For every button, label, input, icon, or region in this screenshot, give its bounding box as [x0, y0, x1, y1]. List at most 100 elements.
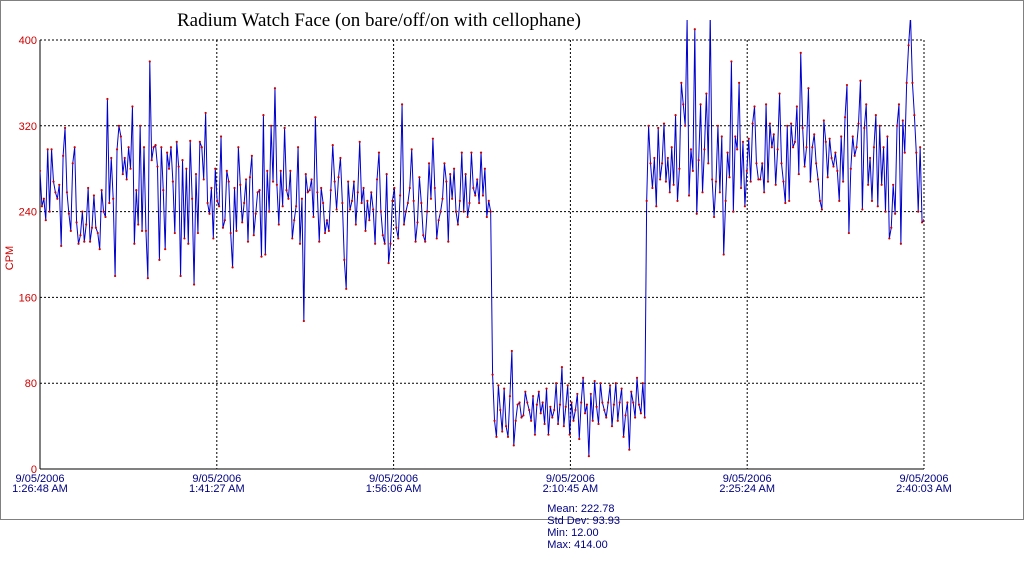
data-point: [759, 178, 762, 181]
data-point: [221, 226, 225, 229]
data-point: [784, 201, 787, 205]
data-point: [406, 201, 409, 205]
data-point: [381, 234, 384, 237]
data-point: [229, 231, 232, 235]
data-point: [291, 237, 294, 240]
data-point: [718, 191, 721, 194]
data-point: [179, 274, 182, 278]
data-point: [306, 191, 309, 194]
data-point: [96, 231, 99, 235]
data-point: [607, 401, 610, 404]
data-point: [285, 189, 288, 192]
data-point: [173, 231, 176, 235]
y-tick-label: 240: [19, 207, 37, 219]
data-point: [587, 455, 590, 458]
data-point: [451, 197, 454, 200]
data-point: [433, 186, 436, 190]
x-tick-label-time: 2:40:03 AM: [896, 483, 952, 495]
x-tick-label-date: 9/05/2006: [546, 473, 595, 485]
data-point: [422, 234, 425, 237]
data-point: [741, 140, 745, 143]
data-point: [641, 382, 644, 385]
data-point: [526, 401, 529, 404]
data-point: [504, 425, 508, 428]
data-point: [711, 178, 714, 181]
data-point: [709, 12, 711, 14]
data-point: [456, 223, 460, 226]
x-tick-label-date: 9/05/2006: [723, 473, 772, 485]
data-point: [909, 15, 911, 17]
data-point: [585, 403, 589, 406]
data-point: [225, 169, 228, 172]
data-point: [208, 212, 211, 215]
data-point: [847, 231, 850, 235]
data-point: [146, 276, 149, 280]
data-point: [166, 151, 169, 154]
data-point: [689, 148, 693, 151]
data-point: [88, 240, 92, 243]
data-point: [659, 178, 662, 181]
data-point: [849, 167, 852, 170]
data-point: [345, 287, 348, 290]
data-point: [164, 248, 167, 251]
data-point: [333, 180, 336, 183]
data-point: [655, 205, 658, 208]
data-point: [354, 223, 357, 226]
data-point: [114, 274, 117, 278]
data-point: [98, 248, 101, 251]
data-point: [676, 199, 679, 202]
data-point: [813, 133, 816, 136]
data-point: [670, 146, 673, 149]
data-point: [235, 229, 238, 233]
data-point: [772, 133, 775, 136]
data-point: [618, 401, 621, 404]
data-point: [185, 167, 188, 170]
data-point: [152, 146, 155, 149]
data-point: [811, 146, 814, 149]
data-point: [657, 126, 660, 130]
data-point: [761, 162, 764, 165]
data-point: [379, 210, 382, 213]
data-point: [443, 162, 446, 165]
chart-title: Radium Watch Face (on bare/off/on with c…: [176, 10, 582, 31]
y-tick-label: 400: [19, 35, 37, 47]
stat-mean: Mean: 222.78: [547, 503, 615, 515]
data-point: [801, 126, 804, 130]
data-point: [628, 448, 631, 451]
data-point: [277, 223, 280, 226]
data-point: [60, 244, 63, 248]
data-point: [485, 215, 488, 219]
series-line: [40, 20, 924, 457]
data-point: [686, 17, 688, 19]
data-point: [350, 199, 354, 202]
data-point: [104, 215, 107, 219]
data-point: [859, 79, 862, 82]
chart-window: Radium Watch Face (on bare/off/on with c…: [0, 0, 1024, 551]
data-point: [614, 382, 617, 385]
data-point: [503, 387, 506, 390]
data-point: [298, 242, 302, 245]
data-point: [92, 194, 96, 197]
data-point: [599, 382, 602, 385]
data-point: [233, 186, 236, 190]
data-point: [610, 425, 614, 428]
data-point: [851, 135, 854, 138]
data-point: [87, 186, 90, 190]
data-point: [578, 437, 581, 441]
data-point: [701, 191, 704, 194]
data-point: [416, 221, 419, 224]
data-point: [460, 151, 463, 154]
data-point: [508, 394, 512, 398]
data-point: [890, 226, 893, 229]
data-point: [458, 199, 461, 202]
x-tick-label-date: 9/05/2006: [369, 473, 418, 485]
data-point: [905, 81, 908, 84]
data-point: [793, 140, 797, 143]
data-point: [343, 258, 346, 261]
data-point: [870, 199, 874, 202]
y-tick-label: 80: [25, 378, 37, 390]
data-point: [566, 384, 569, 387]
data-point: [780, 162, 783, 165]
data-point: [853, 154, 856, 157]
data-point: [697, 159, 700, 162]
